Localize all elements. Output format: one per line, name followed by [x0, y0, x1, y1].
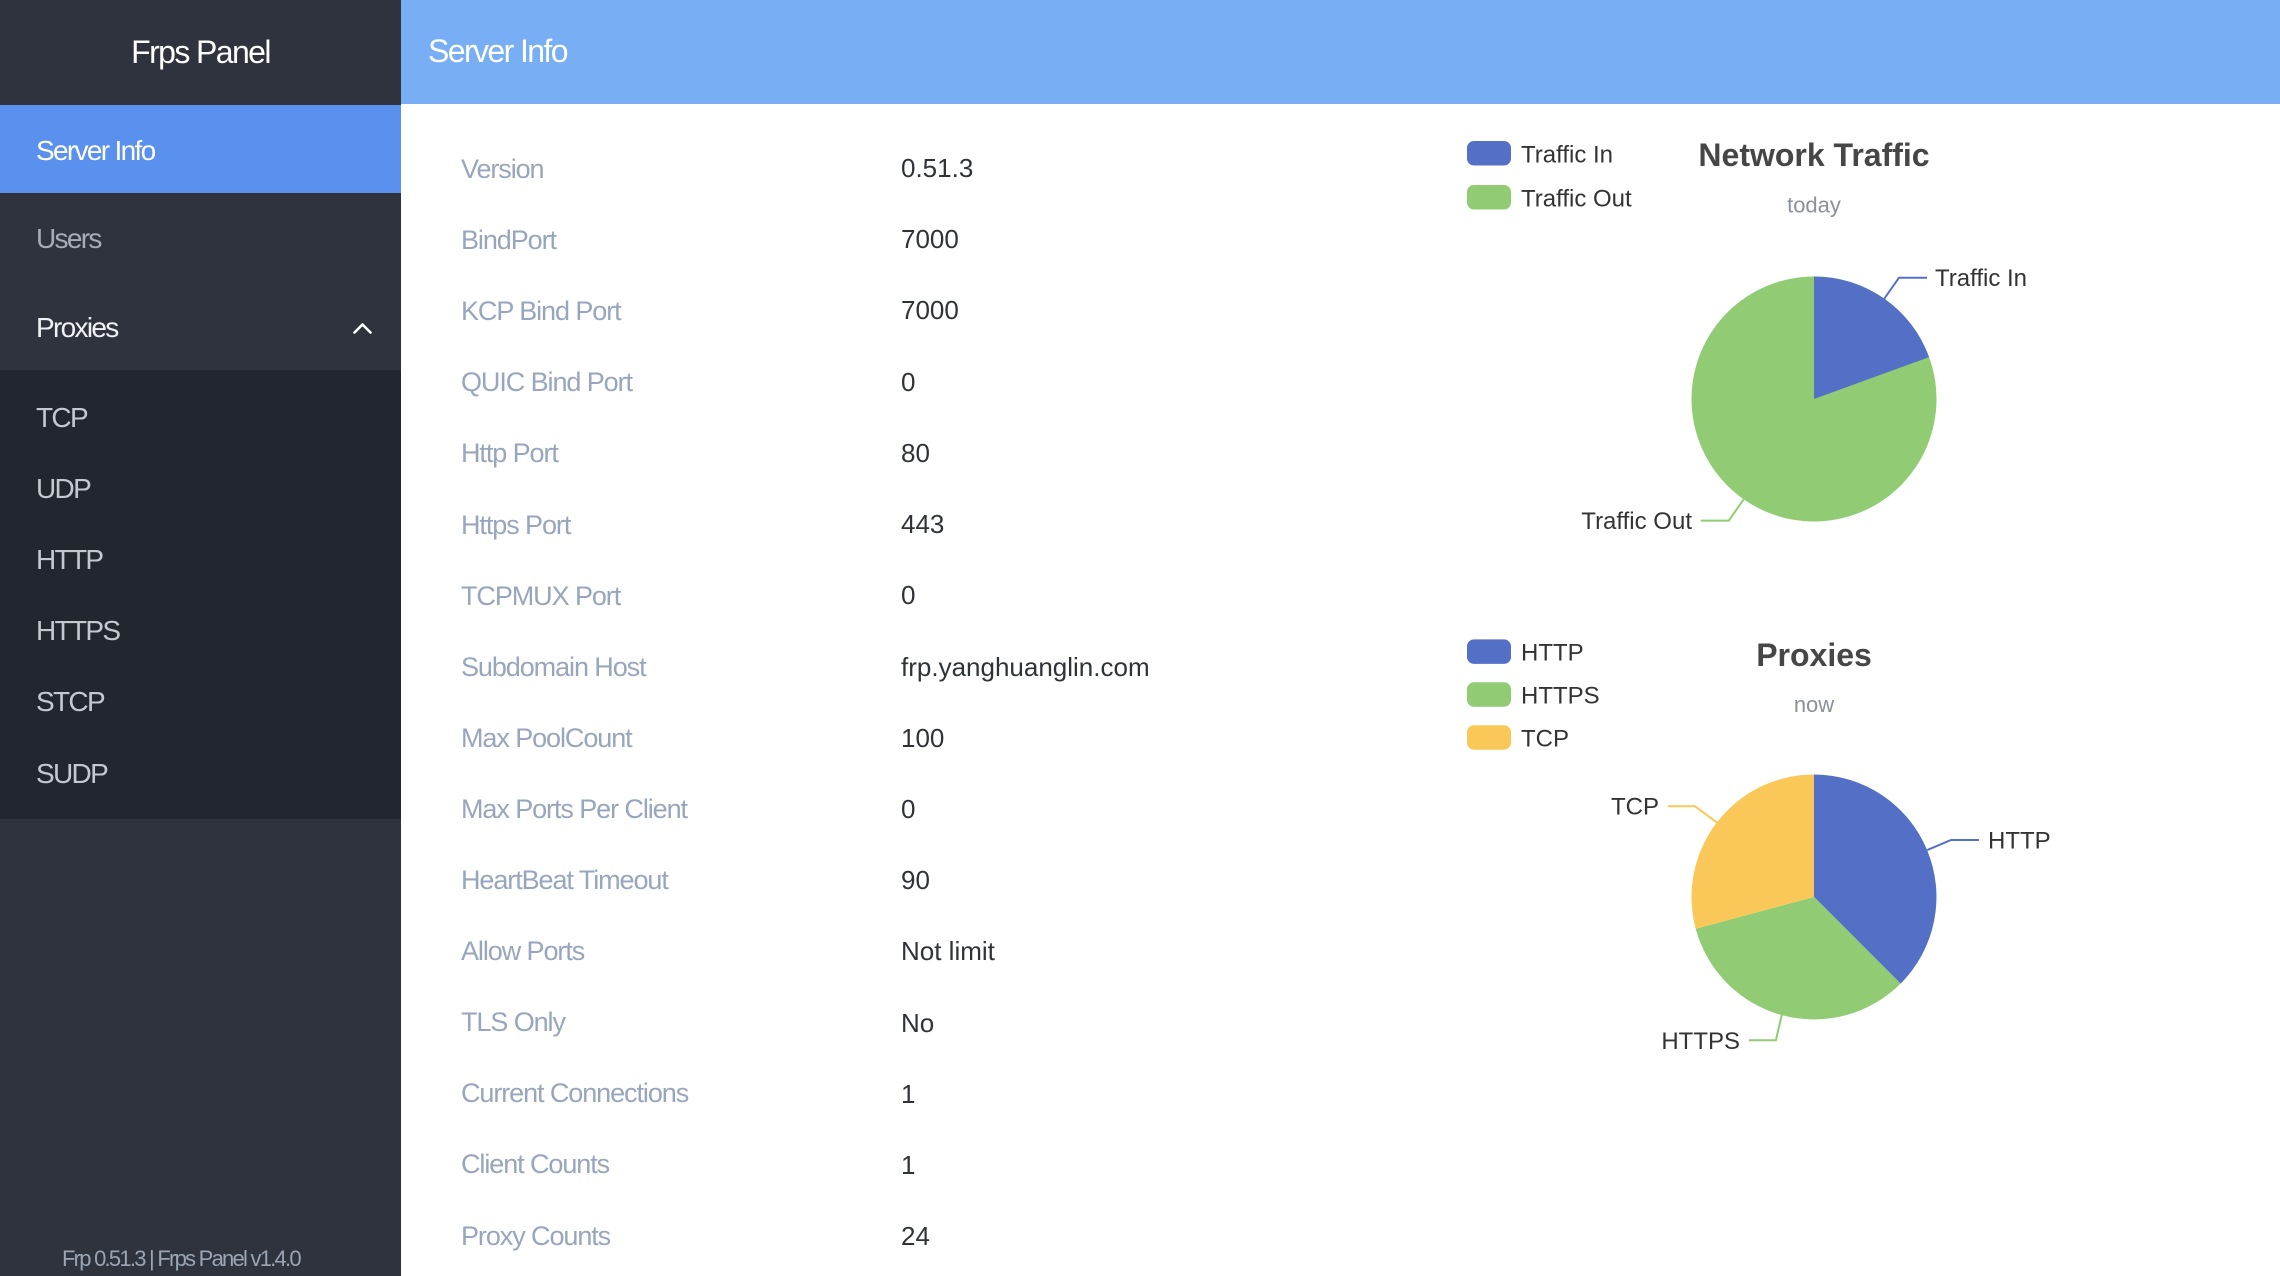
svg-text:HTTP: HTTP	[1521, 640, 1584, 667]
svg-text:TCP: TCP	[1521, 725, 1569, 752]
svg-text:Traffic Out: Traffic Out	[1581, 508, 1692, 535]
svg-text:TCP: TCP	[1611, 794, 1659, 821]
svg-text:HTTPS: HTTPS	[1521, 683, 1600, 710]
svg-text:Traffic Out: Traffic Out	[1521, 186, 1632, 213]
svg-text:Traffic In: Traffic In	[1935, 265, 2027, 292]
svg-text:HTTPS: HTTPS	[1661, 1028, 1740, 1055]
svg-text:now: now	[1794, 692, 1834, 717]
svg-text:today: today	[1787, 193, 1841, 218]
svg-text:Traffic In: Traffic In	[1521, 142, 1613, 169]
svg-text:Network Traffic: Network Traffic	[1698, 137, 1929, 173]
svg-text:Proxies: Proxies	[1756, 637, 1872, 673]
svg-text:HTTP: HTTP	[1988, 827, 2051, 854]
